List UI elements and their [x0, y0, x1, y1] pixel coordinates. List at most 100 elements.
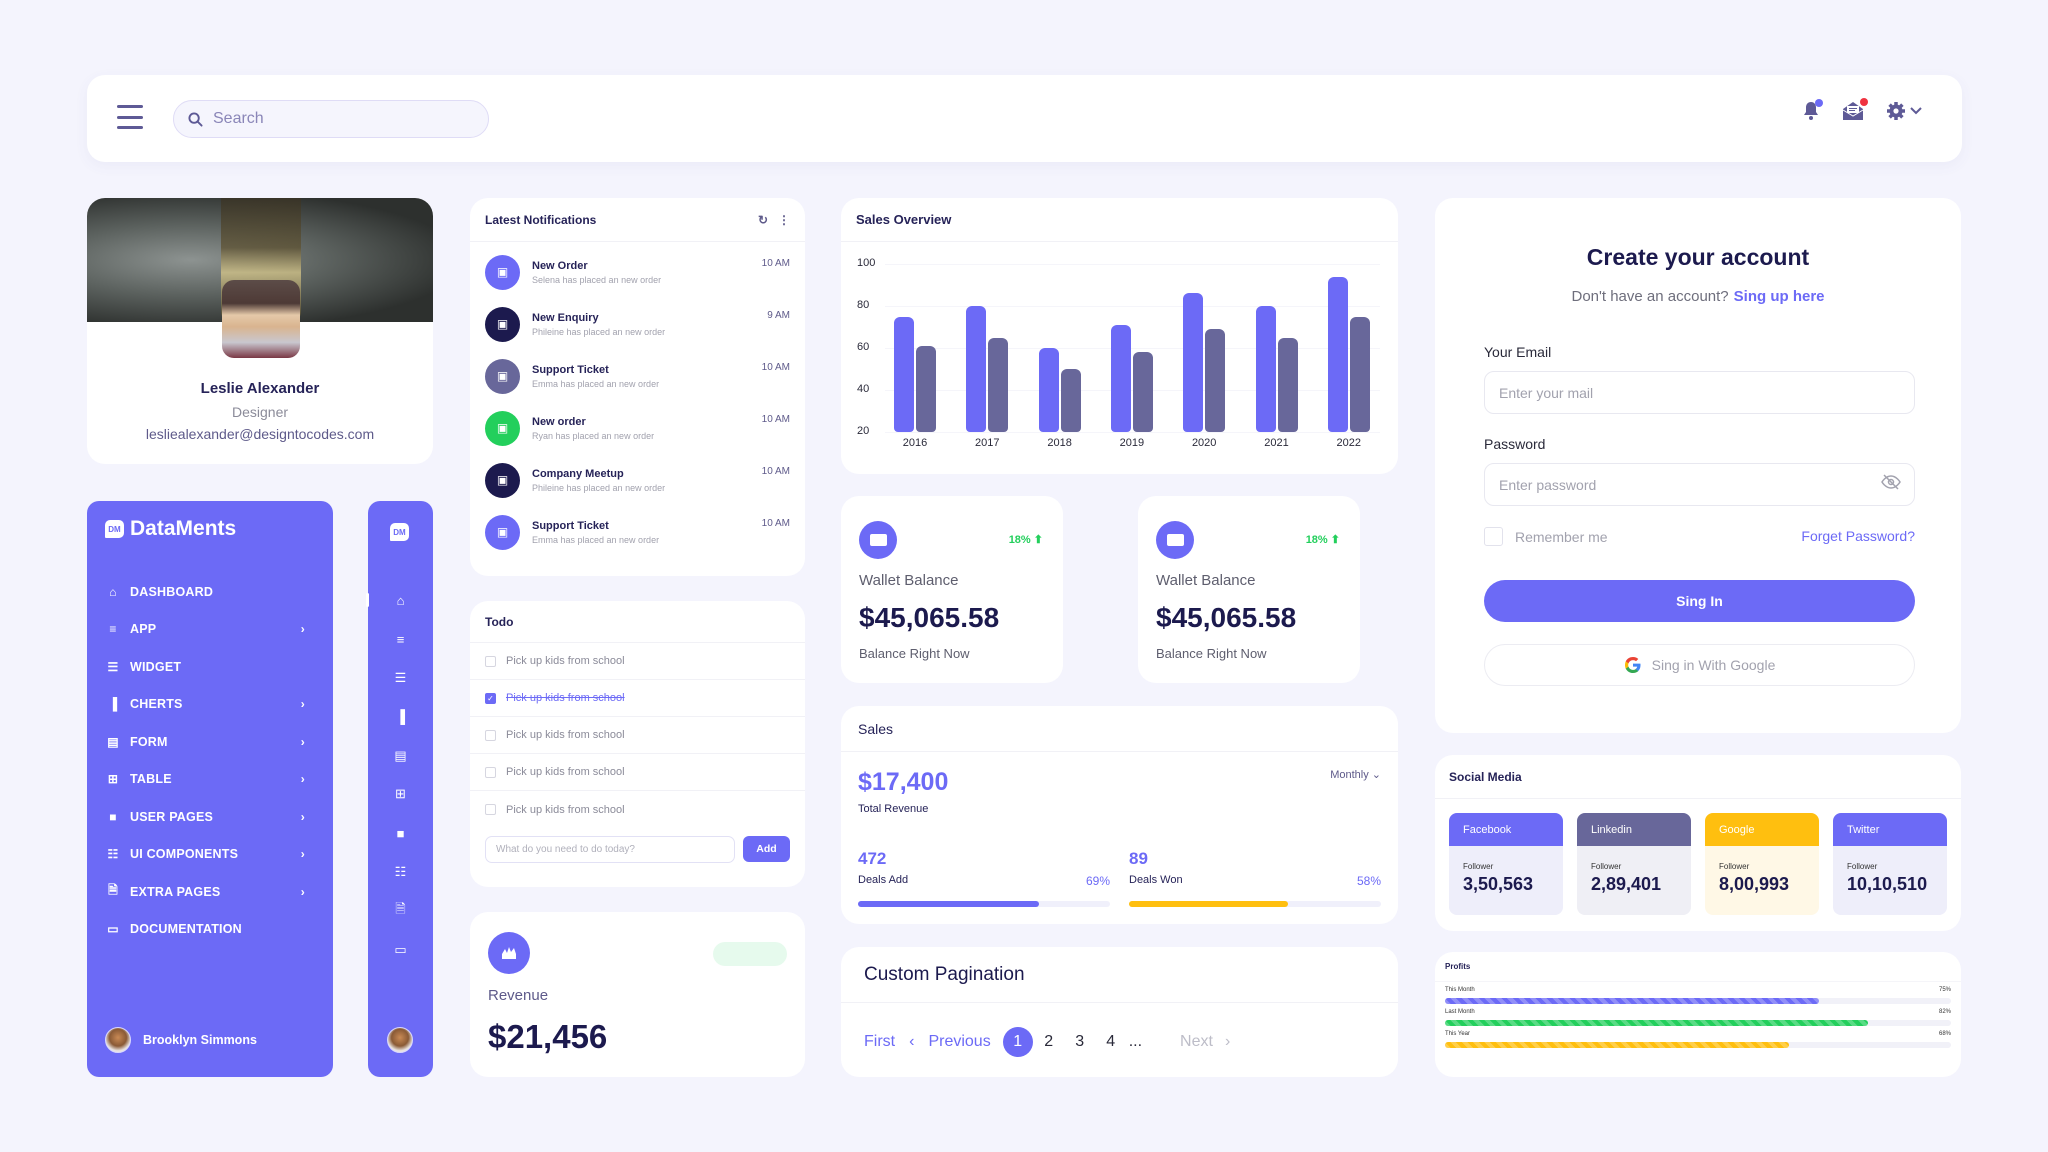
notification-item[interactable]: ▣ New order Ryan has placed an new order 10…	[485, 402, 790, 454]
sidebar-item-cherts[interactable]: ▐ CHERTS ›	[105, 686, 315, 724]
settings-button[interactable]	[1886, 101, 1922, 121]
page-1-button[interactable]: 1	[1002, 1027, 1033, 1057]
mini-sidebar-item-table[interactable]: ⊞	[368, 775, 433, 814]
profits-card: Profits This Month 75% Last Month 82% This Y…	[1435, 952, 1961, 1077]
bar[interactable]	[988, 337, 1009, 432]
page-3-button[interactable]: 3	[1075, 1033, 1085, 1050]
mini-sidebar-item-form[interactable]: ▤	[368, 736, 433, 775]
layers-icon: ≡	[109, 622, 117, 637]
page-2-button[interactable]: 2	[1044, 1033, 1054, 1050]
notification-title: Company Meetup	[532, 467, 624, 480]
todo-checkbox[interactable]: ✓	[485, 692, 496, 704]
sidebar-item-table[interactable]: ⊞ TABLE ›	[105, 761, 315, 799]
book-icon: ▭	[107, 922, 119, 937]
sidebar-item-dashboard[interactable]: ⌂ DASHBOARD	[105, 573, 315, 611]
chevron-left-icon[interactable]: ‹	[909, 1033, 915, 1050]
wallet-card: 18% ⬆ Wallet Balance $45,065.58 Balance …	[1138, 496, 1360, 683]
mini-sidebar-item-extra-pages[interactable]: 🗎	[368, 891, 433, 930]
mini-sidebar-item-app[interactable]: ≡	[368, 620, 433, 659]
bar[interactable]	[1255, 306, 1276, 432]
social-card-google[interactable]: Google Follower 8,00,993	[1705, 813, 1819, 915]
notification-item[interactable]: ▣ New Order Selena has placed an new order…	[485, 246, 790, 298]
bar[interactable]	[916, 345, 936, 432]
messages-button[interactable]	[1842, 98, 1868, 121]
brand[interactable]: DM DataMents	[105, 517, 236, 541]
sidebar-item-documentation[interactable]: ▭ DOCUMENTATION	[105, 911, 315, 949]
notification-item[interactable]: ▣ Support Ticket Emma has placed an new or…	[485, 506, 790, 558]
todo-checkbox[interactable]	[485, 766, 496, 778]
todo-checkbox[interactable]	[485, 655, 496, 667]
sidebar-item-user-pages[interactable]: ■ USER PAGES ›	[105, 798, 315, 836]
notification-item[interactable]: ▣ New Enquiry Phileine has placed an new o…	[485, 298, 790, 350]
wallet-icon	[1156, 521, 1194, 559]
password-field[interactable]	[1484, 463, 1915, 506]
logo-icon[interactable]: DM	[390, 523, 409, 541]
sidebar-item-app[interactable]: ≡ APP ›	[105, 611, 315, 649]
mini-sidebar-item-widget[interactable]: ☰	[368, 659, 433, 698]
bar[interactable]	[1277, 337, 1298, 432]
bar[interactable]	[1038, 348, 1059, 432]
mini-sidebar-item-ui-components[interactable]: ☷	[368, 853, 433, 892]
menu-icon[interactable]	[117, 105, 143, 129]
period-dropdown[interactable]: Monthly ⌄	[1330, 769, 1381, 781]
signup-link[interactable]: Sing up here	[1733, 288, 1825, 305]
mini-sidebar-item-user-pages[interactable]: ■	[368, 814, 433, 853]
mini-sidebar-item-dashboard[interactable]: ⌂	[366, 581, 433, 620]
sidebar-item-form[interactable]: ▤ FORM ›	[105, 723, 315, 761]
social-card-twitter[interactable]: Twitter Follower 10,10,510	[1833, 813, 1947, 915]
bar[interactable]	[1205, 329, 1226, 432]
todo-checkbox[interactable]	[485, 804, 496, 815]
remember-checkbox[interactable]	[1484, 527, 1503, 546]
todo-checkbox[interactable]	[485, 729, 496, 741]
notification-time: 10 AM	[761, 362, 790, 373]
bar[interactable]	[1060, 369, 1081, 432]
todo-input[interactable]	[485, 836, 735, 863]
social-card-linkedin[interactable]: Linkedin Follower 2,89,401	[1577, 813, 1691, 915]
todo-item: Pick up kids from school	[470, 791, 805, 828]
previous-page-link[interactable]: Previous	[928, 1033, 991, 1050]
next-page-link[interactable]: Next	[1180, 1033, 1213, 1050]
search-box[interactable]	[173, 100, 489, 138]
email-field[interactable]	[1484, 371, 1915, 414]
todo-text: Pick up kids from school	[506, 766, 625, 778]
social-card-facebook[interactable]: Facebook Follower 3,50,563	[1449, 813, 1563, 915]
sidebar-item-widget[interactable]: ☰ WIDGET	[105, 648, 315, 686]
sidebar-user[interactable]: Brooklyn Simmons	[105, 1027, 257, 1053]
bar[interactable]	[1110, 324, 1131, 432]
follower-label: Follower	[1591, 862, 1622, 871]
profile-role: Designer	[231, 404, 289, 420]
extra-pages-icon: 🗎	[108, 883, 118, 898]
more-vertical-icon[interactable]: ⋮	[778, 212, 790, 227]
eye-off-icon[interactable]	[1881, 474, 1901, 490]
bar[interactable]	[1132, 352, 1153, 432]
chevron-right-icon[interactable]: ›	[1224, 1033, 1231, 1050]
x-tick-label: 2018	[1047, 437, 1072, 449]
notifications-button[interactable]	[1802, 99, 1823, 121]
google-sign-in-button[interactable]: Sing in With Google	[1484, 644, 1915, 686]
bar[interactable]	[894, 316, 914, 432]
sign-in-button[interactable]: Sing In	[1484, 580, 1915, 622]
first-page-link[interactable]: First	[864, 1033, 896, 1050]
y-tick-label: 100	[857, 257, 876, 269]
area-chart-icon	[488, 932, 530, 974]
grid-line	[885, 348, 1380, 349]
add-todo-button[interactable]: Add	[743, 836, 790, 862]
mini-sidebar-item-documentation[interactable]: ▭	[368, 930, 433, 969]
forgot-password-link[interactable]: Forget Password?	[1801, 528, 1915, 544]
notification-item[interactable]: ▣ Company Meetup Phileine has placed an ne…	[485, 454, 790, 506]
sidebar-item-ui-components[interactable]: ☷ UI COMPONENTS ›	[105, 836, 315, 874]
bar[interactable]	[1349, 316, 1370, 432]
ellipsis: ...	[1128, 1033, 1143, 1050]
avatar[interactable]	[387, 1027, 413, 1053]
bar[interactable]	[1183, 293, 1204, 432]
x-tick-label: 2022	[1336, 437, 1362, 449]
bar[interactable]	[1327, 276, 1348, 432]
profile-email[interactable]: lesliealexander@designtocodes.com	[145, 426, 375, 442]
sidebar-item-extra-pages[interactable]: 🗎 EXTRA PAGES ›	[105, 873, 315, 911]
bar[interactable]	[966, 306, 987, 432]
notification-item[interactable]: ▣ Support Ticket Emma has placed an new or…	[485, 350, 790, 402]
refresh-icon[interactable]: ↻	[757, 212, 768, 227]
mini-sidebar-item-cherts[interactable]: ▐	[368, 697, 433, 736]
search-input[interactable]	[213, 110, 453, 128]
page-4-button[interactable]: 4	[1106, 1033, 1116, 1050]
